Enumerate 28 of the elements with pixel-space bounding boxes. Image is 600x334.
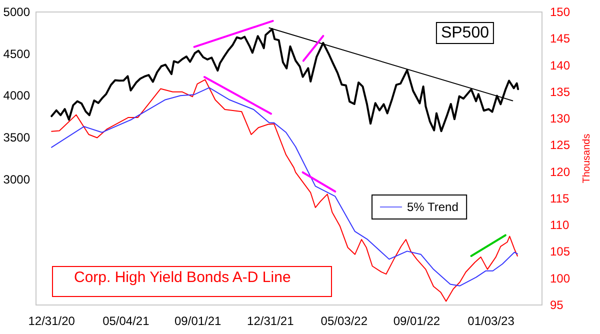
y2-tick-label: 130	[550, 112, 570, 126]
y2-tick-label: 140	[550, 58, 570, 72]
y2-tick-label: 115	[550, 191, 570, 206]
x-tick-label: 12/31/20	[28, 314, 76, 328]
x-tick-label: 09/01/21	[174, 314, 222, 328]
legend-label: 5% Trend	[407, 200, 458, 214]
y2-tick-label: 145	[550, 32, 570, 46]
x-tick-label: 12/31/21	[247, 314, 294, 328]
y2-tick-label: 105	[550, 244, 570, 259]
y-tick-label: 3500	[3, 130, 30, 145]
y2-tick-label: 150	[550, 5, 570, 19]
x-tick-label: 01/03/23	[468, 314, 515, 328]
y2-tick-label: 135	[550, 84, 570, 99]
y2-tick-label: 100	[550, 271, 570, 286]
x-tick-label: 05/04/21	[102, 314, 150, 328]
x-tick-label: 05/03/22	[320, 314, 368, 328]
x-tick-label: 09/01/22	[393, 314, 440, 328]
y-tick-label: 4500	[3, 46, 30, 61]
y2-axis-title: Thousands	[582, 134, 592, 184]
y-tick-label: 4000	[3, 88, 30, 103]
y2-tick-label: 95	[550, 298, 564, 312]
y-tick-label: 5000	[3, 5, 30, 19]
y2-tick-label: 110	[550, 218, 570, 232]
text: Corp. High Yield Bonds A-D Line	[74, 269, 291, 286]
annotation: SP500	[440, 24, 490, 42]
y-tick-label: 3000	[3, 172, 30, 186]
y2-tick-label: 120	[550, 164, 570, 179]
y2-tick-label: 125	[550, 138, 570, 152]
